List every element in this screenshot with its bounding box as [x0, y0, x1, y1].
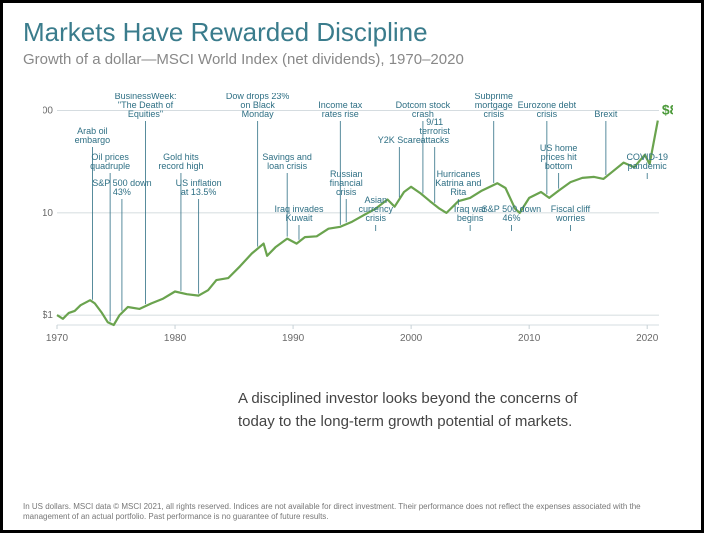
event-label: Brexit: [594, 109, 618, 119]
event-label: S&P 500 down43%: [92, 178, 151, 197]
event-label: S&P 500 down46%: [482, 204, 541, 223]
footnote: In US dollars. MSCI data © MSCI 2021, al…: [23, 502, 683, 522]
event-label: Dow drops 23%on BlackMonday: [226, 93, 290, 119]
event-label: Oil pricesquadruple: [90, 152, 130, 171]
svg-text:1970: 1970: [46, 333, 69, 344]
event-label: Eurozone debtcrisis: [518, 100, 577, 119]
event-label: Savings andloan crisis: [262, 152, 312, 171]
page-title: Markets Have Rewarded Discipline: [23, 17, 428, 48]
event-label: Fiscal cliffworries: [551, 204, 591, 223]
event-label: US homeprices hitbottom: [540, 143, 578, 171]
event-label: Arab oilembargo: [75, 126, 111, 145]
svg-text:2010: 2010: [518, 333, 541, 344]
page-subtitle: Growth of a dollar—MSCI World Index (net…: [23, 51, 464, 68]
event-label: 9/11terroristattacks: [419, 117, 450, 145]
svg-text:1980: 1980: [164, 333, 187, 344]
chart-caption: A disciplined investor looks beyond the …: [238, 388, 618, 433]
event-label: Y2K Scare: [378, 135, 421, 145]
svg-text:$100: $100: [43, 106, 53, 117]
svg-text:2020: 2020: [636, 333, 659, 344]
growth-chart: $1 $10 $100 1970 1980 1990 2000 2010 2020 Arab o…: [43, 93, 673, 353]
end-value-label: $80: [662, 102, 673, 118]
event-label: Gold hitsrecord high: [158, 152, 203, 171]
event-label: COVID-19pandemic: [626, 152, 668, 171]
event-label: US inflationat 13.5%: [176, 178, 222, 197]
svg-text:1990: 1990: [282, 333, 305, 344]
event-label: BusinessWeek:"The Death ofEquities": [115, 93, 177, 119]
svg-text:$1: $1: [43, 310, 53, 321]
event-label: Iraq invadesKuwait: [274, 204, 324, 223]
svg-text:$10: $10: [43, 208, 53, 219]
event-label: Subprimemortgagecrisis: [474, 93, 513, 119]
event-label: Income taxrates rise: [318, 100, 363, 119]
svg-text:2000: 2000: [400, 333, 423, 344]
event-label: HurricanesKatrina andRita: [435, 169, 481, 197]
event-label: Russianfinancialcrisis: [330, 169, 363, 197]
